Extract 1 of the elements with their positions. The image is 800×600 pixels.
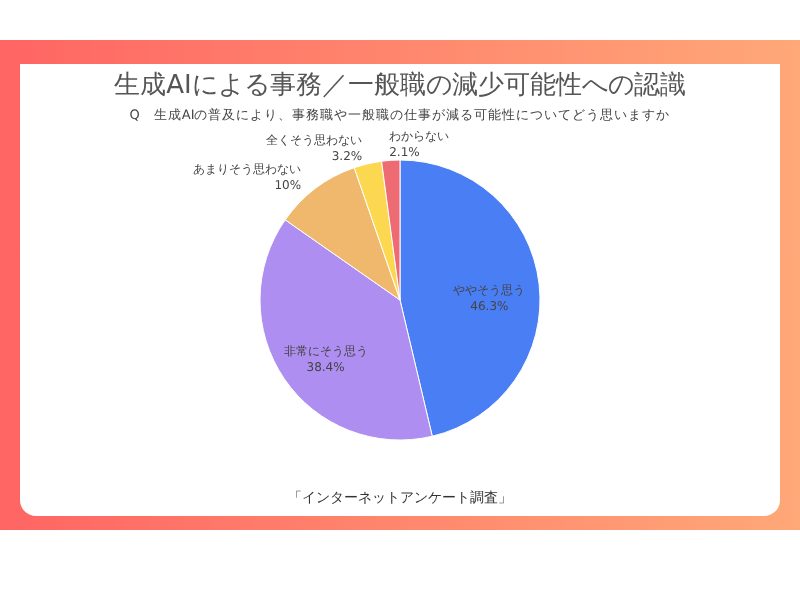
chart-title: 生成AIによる事務／一般職の減少可能性への認識 — [114, 71, 686, 102]
